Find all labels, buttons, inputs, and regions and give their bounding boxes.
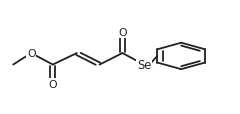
Text: Se: Se <box>137 58 151 71</box>
Text: O: O <box>48 79 57 89</box>
Text: O: O <box>118 28 127 38</box>
Text: O: O <box>27 49 36 58</box>
